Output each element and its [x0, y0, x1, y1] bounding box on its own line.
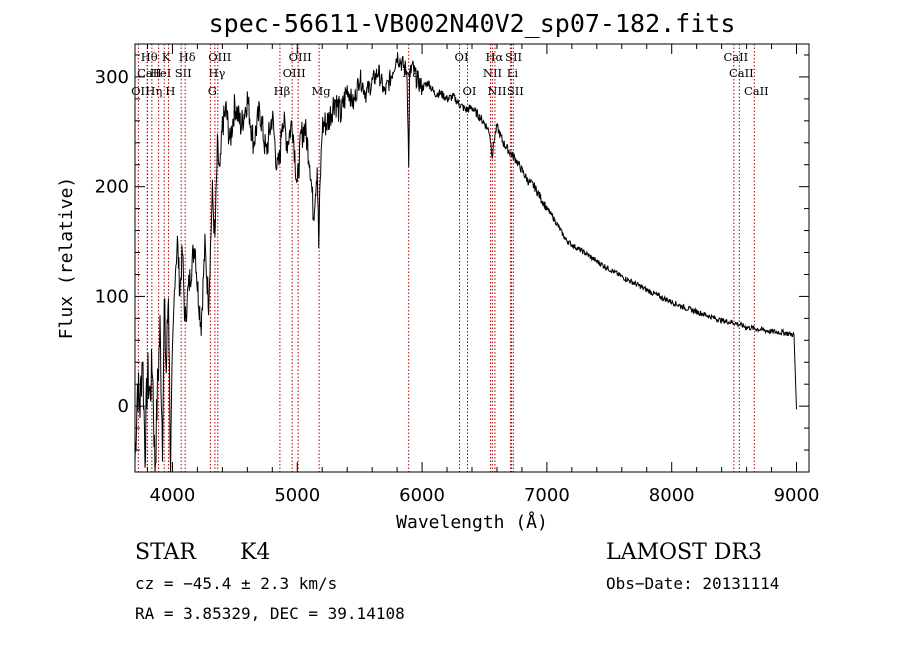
- x-tick-label: 7000: [524, 485, 570, 506]
- x-axis: 4000 5000 6000 7000 8000 9000: [146, 44, 820, 506]
- x-tick-label: 6000: [399, 485, 445, 506]
- x-tick-label: 4000: [150, 485, 196, 506]
- spectrum-line: [134, 52, 797, 473]
- line-label-OII: OII: [131, 84, 150, 98]
- line-label-Hθ: Hθ: [141, 50, 158, 64]
- line-label-CaII: CaII: [723, 50, 748, 64]
- line-label-Hα: Hα: [485, 50, 503, 64]
- ra-dec: RA = 3.85329, DEC = 39.14108: [135, 604, 405, 623]
- y-axis-label: Flux (relative): [56, 177, 77, 340]
- line-label-OIII: OIII: [289, 50, 312, 64]
- y-tick-label: 200: [95, 177, 129, 198]
- line-label-OIII: OIII: [283, 66, 306, 80]
- line-label-Hγ: Hγ: [208, 66, 225, 80]
- line-label-Hη: Hη: [145, 84, 162, 98]
- line-label-H: H: [165, 84, 175, 98]
- line-label-NII: NII: [483, 66, 502, 80]
- line-label-SII: SII: [505, 50, 522, 64]
- line-label-Li: Li: [507, 66, 519, 80]
- line-label-Hδ: Hδ: [179, 50, 196, 64]
- object-class: STAR: [135, 540, 196, 565]
- redshift-cz: cz = −45.4 ± 2.3 km/s: [135, 574, 338, 593]
- line-label-K: K: [162, 50, 171, 64]
- line-label-SII: SII: [175, 66, 192, 80]
- line-label-Hβ: Hβ: [274, 84, 291, 98]
- chart-title: spec-56611-VB002N40V2_sp07-182.fits: [209, 9, 736, 38]
- x-axis-label: Wavelength (Å): [396, 511, 548, 533]
- y-tick-label: 100: [95, 286, 129, 307]
- survey-name: LAMOST DR3: [606, 540, 762, 565]
- line-label-CaII: CaII: [744, 84, 769, 98]
- line-label-OI: OI: [455, 50, 469, 64]
- y-tick-label: 300: [95, 67, 129, 88]
- line-label-G: G: [208, 84, 217, 98]
- y-tick-label: 0: [118, 396, 129, 417]
- line-label-OIII: OIII: [208, 50, 231, 64]
- x-tick-label: 9000: [774, 485, 820, 506]
- object-subclass: K4: [240, 540, 271, 565]
- line-label-HeI: HeI: [150, 66, 171, 80]
- line-label-NII: NII: [487, 84, 506, 98]
- line-label-SII: SII: [507, 84, 524, 98]
- x-tick-label: 5000: [274, 485, 320, 506]
- line-label-Mg: Mg: [312, 84, 332, 98]
- line-label-CaII: CaII: [729, 66, 754, 80]
- x-tick-label: 8000: [649, 485, 695, 506]
- y-axis: 0 100 200 300: [95, 54, 809, 451]
- line-label-OI: OI: [463, 84, 477, 98]
- observation-date: Obs−Date: 20131114: [606, 574, 780, 593]
